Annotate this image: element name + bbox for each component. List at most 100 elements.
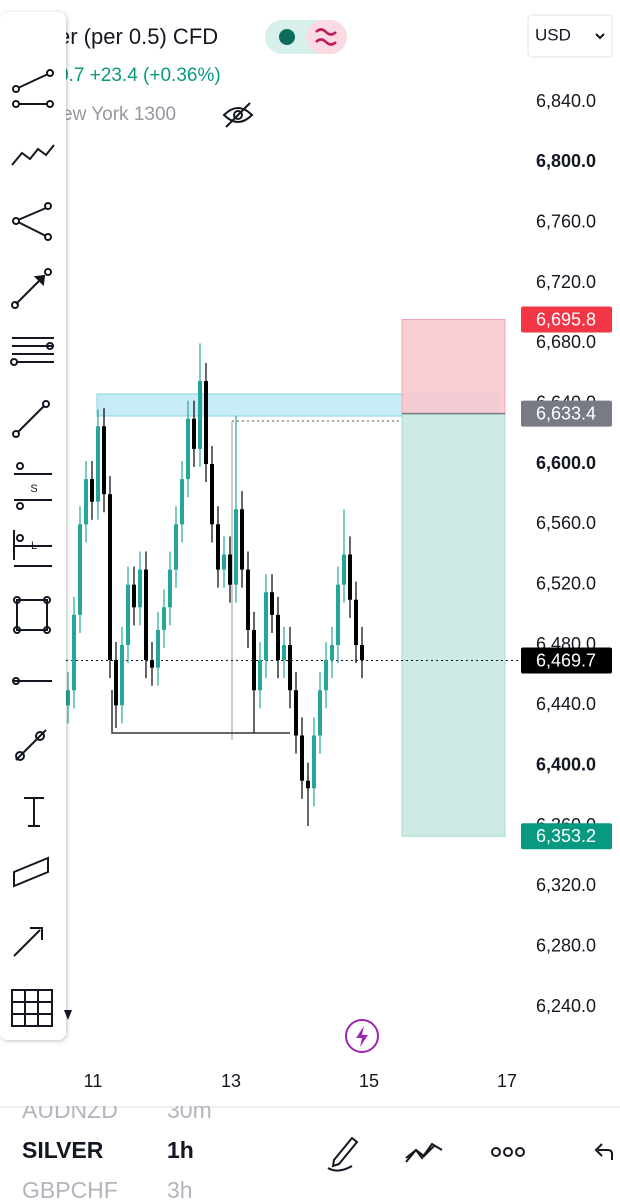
candle-body bbox=[252, 629, 256, 691]
y-tick-label: 6,520.0 bbox=[536, 573, 596, 593]
session-info: ew York 1300 bbox=[62, 104, 176, 125]
price-tag bbox=[521, 400, 612, 427]
candle-body bbox=[282, 645, 286, 661]
price-tag bbox=[521, 823, 612, 850]
stop-zone bbox=[401, 319, 506, 415]
y-tick-label: 6,680.0 bbox=[536, 332, 596, 352]
y-tick-label: 6,280.0 bbox=[536, 935, 596, 955]
candle-body bbox=[300, 735, 304, 781]
candle-body bbox=[84, 479, 88, 525]
drawing-toolbar: S L bbox=[0, 12, 72, 1040]
candle-body bbox=[66, 690, 70, 706]
position-tool[interactable] bbox=[66, 319, 520, 837]
candle-body bbox=[210, 464, 214, 525]
candle-body bbox=[240, 509, 244, 570]
candle-body bbox=[114, 660, 118, 706]
tool-s: S bbox=[30, 483, 37, 495]
candle-body bbox=[246, 569, 250, 630]
delay-icon bbox=[315, 28, 337, 46]
candle-body bbox=[228, 554, 232, 585]
watchlist-interval: 30m bbox=[167, 1097, 212, 1123]
candle-body bbox=[318, 690, 322, 736]
price-tag bbox=[521, 647, 612, 674]
candle-body bbox=[288, 645, 292, 691]
watchlist-symbol[interactable]: AUDNZD bbox=[22, 1097, 118, 1123]
dropdown-arrow bbox=[595, 33, 605, 40]
candle-body bbox=[126, 584, 130, 645]
candle-body bbox=[360, 645, 364, 661]
candle-body bbox=[132, 584, 136, 608]
status-pill-right bbox=[306, 20, 347, 54]
time-axis: 11 13 15 17 bbox=[84, 1071, 517, 1091]
y-tick-label: 6,320.0 bbox=[536, 875, 596, 895]
candle-body bbox=[162, 607, 166, 630]
range-drawing bbox=[111, 690, 290, 734]
candle-body bbox=[336, 584, 340, 645]
price-tag-label: 6,353.2 bbox=[536, 826, 596, 846]
y-tick-label: 6,760.0 bbox=[536, 211, 596, 231]
market-open-dot bbox=[279, 29, 295, 45]
y-tick-label: 6,840.0 bbox=[536, 91, 596, 111]
y-tick-label: 6,720.0 bbox=[536, 272, 596, 292]
bottom-icons[interactable] bbox=[327, 1136, 613, 1172]
candles bbox=[66, 343, 364, 826]
price-tag-label: 6,695.8 bbox=[536, 309, 596, 329]
candle-body bbox=[270, 592, 274, 615]
currency-label: USD bbox=[535, 25, 571, 44]
candle-body bbox=[294, 690, 298, 736]
candle-body bbox=[72, 614, 76, 691]
candle-body bbox=[258, 660, 262, 691]
candle-body bbox=[186, 418, 190, 480]
header: er (per 0.5) CFD 0.7 +23.4 (+0.36%) ew Y… bbox=[22, 14, 613, 128]
candle-body bbox=[306, 780, 310, 789]
watchlist-interval: 3h bbox=[167, 1177, 193, 1200]
candle-body bbox=[234, 509, 238, 585]
candle-body bbox=[180, 479, 184, 525]
watchlist: AUDNZD 30m SILVER 1h GBPCHF 3h bbox=[22, 1097, 212, 1200]
candle-body bbox=[312, 735, 316, 789]
target-zone bbox=[401, 413, 506, 837]
candle-body bbox=[90, 479, 94, 502]
y-tick-label: 6,440.0 bbox=[536, 694, 596, 714]
candle-body bbox=[138, 569, 142, 608]
toolbar-expand[interactable] bbox=[64, 1010, 72, 1020]
candle-body bbox=[354, 599, 358, 645]
candle-body bbox=[144, 569, 148, 661]
watchlist-symbol[interactable]: SILVER bbox=[22, 1137, 104, 1163]
y-tick-label: 6,240.0 bbox=[536, 996, 596, 1016]
price-change: 0.7 +23.4 (+0.36%) bbox=[58, 65, 221, 86]
candle-body bbox=[198, 381, 202, 449]
y-tick-label: 6,800.0 bbox=[536, 151, 596, 171]
x-tick-label: 13 bbox=[221, 1071, 241, 1091]
candle-body bbox=[204, 381, 208, 464]
candle-body bbox=[120, 645, 124, 706]
candle-body bbox=[108, 494, 112, 661]
price-axis: 6,840.06,800.06,760.06,720.06,680.06,640… bbox=[521, 91, 612, 1016]
watchlist-symbol[interactable]: GBPCHF bbox=[22, 1177, 118, 1200]
candle-body bbox=[324, 660, 328, 691]
candle-body bbox=[192, 418, 196, 449]
watchlist-interval: 1h bbox=[167, 1137, 194, 1163]
toolbar-panel bbox=[0, 12, 66, 1040]
hide-icon[interactable] bbox=[222, 102, 254, 128]
x-tick-label: 15 bbox=[359, 1071, 379, 1091]
price-tag-label: 6,633.4 bbox=[536, 403, 596, 423]
candle-body bbox=[342, 554, 346, 585]
candle-body bbox=[102, 426, 106, 495]
candle-body bbox=[216, 524, 220, 570]
candle-body bbox=[264, 592, 268, 661]
candle-body bbox=[78, 524, 82, 615]
price-tag-label: 6,469.7 bbox=[536, 650, 596, 670]
tool-l: L bbox=[31, 540, 37, 552]
price-tag bbox=[521, 306, 612, 333]
lightning-button[interactable] bbox=[345, 1019, 379, 1053]
candle-body bbox=[156, 629, 160, 668]
currency-select[interactable] bbox=[527, 14, 613, 58]
tool-icons[interactable] bbox=[10, 69, 55, 1027]
x-tick-label: 11 bbox=[84, 1071, 103, 1091]
y-tick-label: 6,400.0 bbox=[536, 754, 596, 774]
symbol-title[interactable]: er (per 0.5) CFD bbox=[58, 24, 218, 49]
candle-body bbox=[222, 554, 226, 570]
